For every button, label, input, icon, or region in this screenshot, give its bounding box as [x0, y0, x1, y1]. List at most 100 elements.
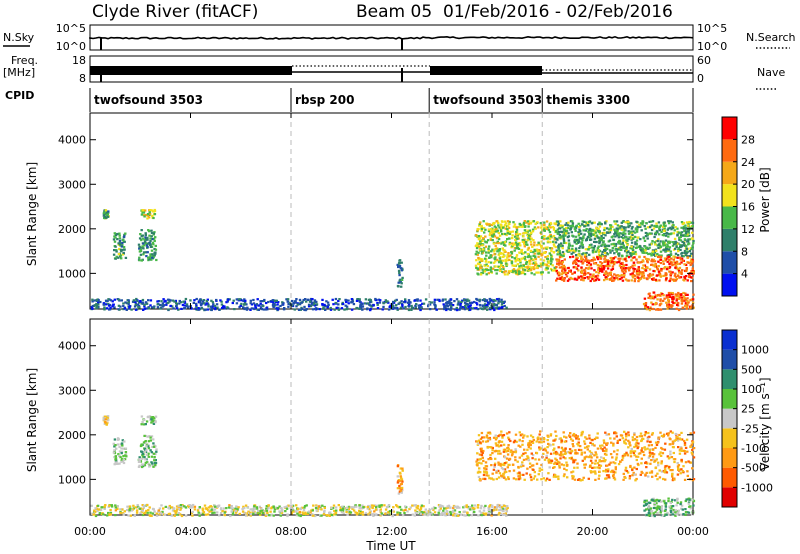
data-cell — [587, 259, 590, 262]
data-cell — [559, 254, 562, 257]
data-cell — [582, 236, 585, 239]
data-cell — [95, 299, 98, 302]
data-cell — [404, 298, 407, 301]
data-cell — [165, 303, 168, 306]
data-cell — [329, 306, 332, 310]
data-cell — [457, 302, 460, 305]
data-cell — [627, 434, 630, 437]
data-cell — [282, 308, 286, 311]
data-cell — [599, 264, 603, 267]
data-cell — [404, 508, 407, 511]
data-cell — [615, 274, 618, 277]
data-cell — [562, 464, 566, 467]
data-cell — [686, 470, 689, 473]
data-cell — [571, 277, 574, 280]
data-cell — [285, 505, 289, 508]
y-tick-label: 3000 — [58, 178, 86, 191]
data-cell — [648, 272, 652, 276]
data-cell — [230, 505, 233, 508]
colorbar-swatch — [722, 273, 737, 296]
data-cell — [496, 450, 499, 453]
data-cell — [593, 471, 597, 474]
data-cell — [468, 506, 472, 509]
data-cell — [684, 234, 687, 238]
data-cell — [683, 238, 687, 241]
data-cell — [648, 451, 652, 454]
data-cell — [689, 260, 693, 263]
data-cell — [516, 235, 519, 238]
data-cell — [684, 293, 688, 296]
data-cell — [495, 444, 498, 447]
data-cell — [603, 273, 606, 276]
data-cell — [487, 506, 490, 510]
data-cell — [116, 298, 119, 301]
data-cell — [314, 507, 318, 510]
data-cell — [117, 304, 121, 307]
data-cell — [459, 305, 462, 308]
data-cell — [501, 434, 504, 437]
data-cell — [682, 242, 686, 245]
data-cell — [681, 240, 684, 243]
data-cell — [680, 272, 683, 276]
data-cell — [510, 251, 513, 254]
data-cell — [211, 305, 214, 308]
data-cell — [148, 465, 151, 468]
data-cell — [518, 267, 521, 270]
data-cell — [572, 249, 576, 252]
data-cell — [207, 305, 210, 308]
data-cell — [451, 510, 455, 513]
data-cell — [621, 232, 624, 235]
data-cell — [606, 272, 609, 275]
data-cell — [120, 257, 123, 260]
data-cell — [443, 305, 447, 308]
data-cell — [668, 258, 671, 261]
data-cell — [532, 251, 535, 254]
data-cell — [477, 504, 480, 507]
data-cell — [691, 269, 695, 273]
data-cell — [569, 452, 572, 455]
data-cell — [547, 228, 551, 232]
data-cell — [480, 243, 483, 246]
data-cell — [534, 261, 537, 264]
data-cell — [226, 300, 229, 303]
data-cell — [512, 450, 515, 453]
data-cell — [114, 506, 117, 509]
data-cell — [547, 459, 550, 462]
data-cell — [400, 261, 403, 264]
data-cell — [456, 505, 459, 508]
data-cell — [678, 276, 681, 279]
data-cell — [677, 308, 681, 312]
data-cell — [149, 245, 153, 248]
data-cell — [125, 308, 128, 311]
data-cell — [387, 511, 390, 514]
data-cell — [140, 450, 143, 453]
data-cell — [139, 444, 143, 448]
data-cell — [173, 300, 176, 303]
data-cell — [674, 272, 677, 275]
data-cell — [674, 279, 678, 282]
data-cell — [615, 435, 618, 438]
data-cell — [620, 221, 623, 224]
data-cell — [449, 308, 452, 311]
data-cell — [249, 308, 252, 311]
data-cell — [369, 304, 372, 307]
data-cell — [501, 247, 504, 250]
data-cell — [197, 511, 200, 514]
data-cell — [565, 272, 568, 275]
data-cell — [654, 263, 657, 266]
data-cell — [497, 452, 500, 455]
data-cell — [158, 507, 162, 510]
data-cell — [330, 506, 333, 510]
data-cell — [640, 275, 644, 278]
data-cell — [688, 461, 692, 464]
data-cell — [690, 280, 693, 283]
data-cell — [285, 507, 289, 510]
data-cell — [141, 513, 145, 517]
data-cell — [560, 273, 564, 276]
data-cell — [605, 220, 608, 223]
data-cell — [655, 230, 659, 233]
data-cell — [262, 308, 265, 311]
data-cell — [187, 306, 190, 309]
data-cell — [671, 271, 674, 274]
data-cell — [486, 268, 490, 272]
